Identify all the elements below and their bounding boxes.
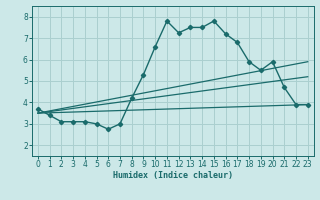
X-axis label: Humidex (Indice chaleur): Humidex (Indice chaleur) (113, 171, 233, 180)
